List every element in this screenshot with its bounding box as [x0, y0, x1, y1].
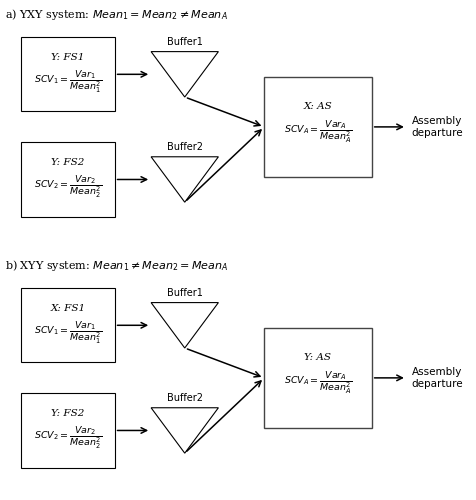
Text: Assembly
departure: Assembly departure: [411, 367, 462, 388]
Text: Y: FS2: Y: FS2: [51, 158, 84, 168]
Text: Assembly
departure: Assembly departure: [411, 116, 462, 138]
Polygon shape: [151, 408, 218, 453]
Text: Y: AS: Y: AS: [304, 354, 331, 362]
FancyBboxPatch shape: [21, 288, 114, 362]
Text: Y: FS2: Y: FS2: [51, 409, 84, 418]
Text: b) XYY system: $\mathit{Mean}_1 \neq \mathit{Mean}_2 = \mathit{Mean}_A$: b) XYY system: $\mathit{Mean}_1 \neq \ma…: [5, 258, 228, 274]
Text: X: FS1: X: FS1: [50, 304, 85, 313]
Polygon shape: [151, 52, 218, 97]
FancyBboxPatch shape: [21, 38, 114, 112]
FancyBboxPatch shape: [264, 76, 371, 177]
FancyBboxPatch shape: [264, 328, 371, 428]
FancyBboxPatch shape: [21, 142, 114, 216]
Text: Y: FS1: Y: FS1: [51, 53, 84, 62]
Text: Buffer2: Buffer2: [167, 142, 202, 152]
FancyBboxPatch shape: [21, 394, 114, 468]
Polygon shape: [151, 157, 218, 202]
Text: $\mathit{SCV}_A = \dfrac{\mathit{Var}_A}{\mathit{Mean}_A^2}$: $\mathit{SCV}_A = \dfrac{\mathit{Var}_A}…: [283, 370, 351, 396]
Text: $\mathit{SCV}_2 = \dfrac{\mathit{Var}_2}{\mathit{Mean}_2^2}$: $\mathit{SCV}_2 = \dfrac{\mathit{Var}_2}…: [34, 174, 102, 200]
Text: $\mathit{SCV}_1 = \dfrac{\mathit{Var}_1}{\mathit{Mean}_1^2}$: $\mathit{SCV}_1 = \dfrac{\mathit{Var}_1}…: [34, 319, 102, 345]
Text: a) YXY system: $\mathit{Mean}_1 = \mathit{Mean}_2 \neq \mathit{Mean}_A$: a) YXY system: $\mathit{Mean}_1 = \mathi…: [5, 8, 227, 22]
Text: X: AS: X: AS: [303, 102, 332, 112]
Text: $\mathit{SCV}_2 = \dfrac{\mathit{Var}_2}{\mathit{Mean}_2^2}$: $\mathit{SCV}_2 = \dfrac{\mathit{Var}_2}…: [34, 424, 102, 451]
Polygon shape: [151, 302, 218, 348]
Text: $\mathit{SCV}_A = \dfrac{\mathit{Var}_A}{\mathit{Mean}_A^2}$: $\mathit{SCV}_A = \dfrac{\mathit{Var}_A}…: [283, 118, 351, 145]
Text: Buffer1: Buffer1: [167, 288, 202, 298]
Text: Buffer1: Buffer1: [167, 37, 202, 47]
Text: $\mathit{SCV}_1 = \dfrac{\mathit{Var}_1}{\mathit{Mean}_1^2}$: $\mathit{SCV}_1 = \dfrac{\mathit{Var}_1}…: [34, 68, 102, 94]
Text: Buffer2: Buffer2: [167, 393, 202, 403]
